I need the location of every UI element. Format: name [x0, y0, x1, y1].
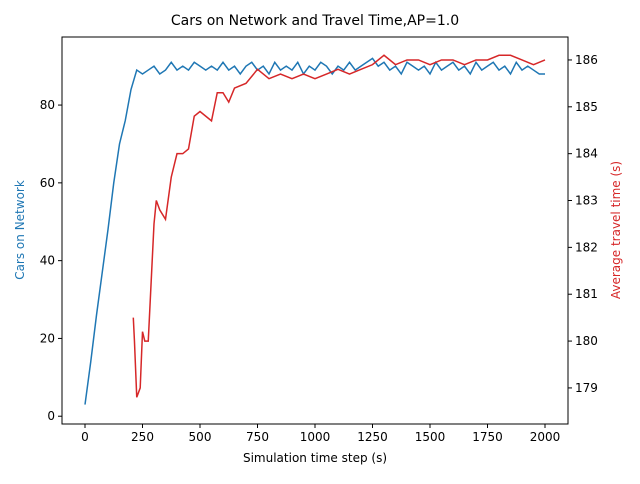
y-tick-label: 40 — [40, 254, 55, 268]
x-tick-label: 0 — [81, 430, 89, 444]
y2-tick-label: 179 — [575, 381, 598, 395]
x-tick-label: 500 — [189, 430, 212, 444]
x-axis-label: Simulation time step (s) — [243, 451, 387, 465]
y2-tick-label: 182 — [575, 240, 598, 254]
y2-tick-label: 184 — [575, 147, 598, 161]
y2-tick-label: 183 — [575, 194, 598, 208]
y2-tick-label: 186 — [575, 53, 598, 67]
x-tick-label: 2000 — [530, 430, 561, 444]
y2-tick-label: 180 — [575, 334, 598, 348]
data-line — [132, 54, 546, 398]
y2-tick-label: 185 — [575, 100, 598, 114]
x-tick-label: 1500 — [415, 430, 446, 444]
y-tick-label: 60 — [40, 176, 55, 190]
y-tick-label: 80 — [40, 98, 55, 112]
y-axis-label: Cars on Network — [13, 180, 27, 280]
plot-frame — [61, 36, 569, 425]
x-tick-label: 750 — [246, 430, 269, 444]
data-line — [84, 57, 545, 405]
y-tick-label: 20 — [40, 331, 55, 345]
x-tick-label: 1000 — [300, 430, 331, 444]
chart-title: Cars on Network and Travel Time,AP=1.0 — [171, 13, 459, 29]
x-tick-label: 250 — [131, 430, 154, 444]
x-tick-label: 1250 — [357, 430, 388, 444]
y2-tick-label: 181 — [575, 287, 598, 301]
x-tick-label: 1750 — [472, 430, 503, 444]
y-tick-label: 0 — [47, 409, 55, 423]
y2-axis-label: Average travel time (s) — [609, 161, 623, 299]
